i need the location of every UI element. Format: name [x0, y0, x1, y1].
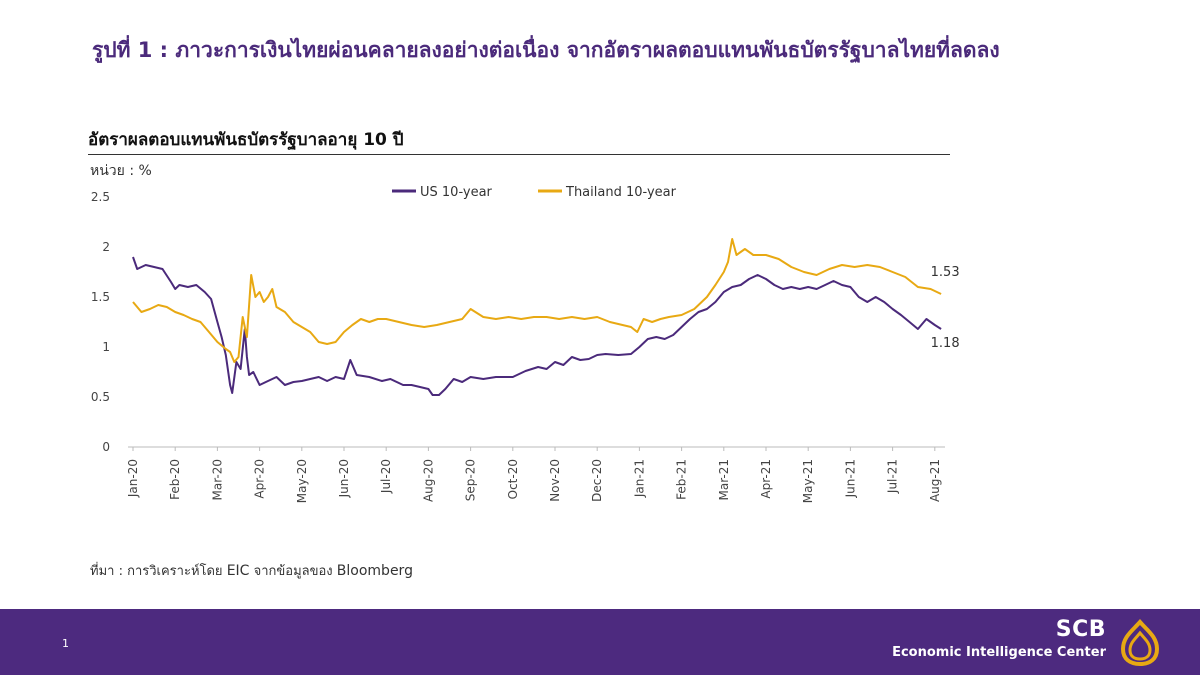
source-prefix: ที่มา : การวิเคราะห์โดย [90, 564, 223, 579]
x-tick-label: Apr-21 [759, 459, 773, 499]
x-tick-label: Aug-20 [421, 459, 435, 502]
x-tick-label: Nov-20 [548, 459, 562, 502]
x-tick-label: Jan-21 [632, 459, 646, 498]
x-tick-label: Jun-21 [843, 459, 857, 498]
x-tick-label: Apr-20 [253, 459, 267, 499]
source-bloomberg: Bloomberg [336, 563, 413, 579]
x-tick-label: Sep-20 [464, 459, 478, 501]
brand-name: SCB [1055, 617, 1106, 642]
x-tick-label: Jul-20 [379, 459, 393, 494]
x-tick-label: Feb-20 [168, 459, 182, 500]
us-end-label: 1.18 [931, 336, 960, 351]
line-chart: 0 0.5 1 1.5 2 2.5 Jan-20 Feb-20 Mar-20 Apr-20 May-… [91, 185, 960, 503]
source-eic: EIC [226, 563, 250, 579]
source-note: ที่มา : การวิเคราะห์โดย EIC จากข้อมูลของ… [90, 560, 413, 581]
thailand-10y-line [132, 238, 942, 363]
scb-lotus-logo-icon [1120, 619, 1160, 667]
chart-title: อัตราผลตอบแทนพันธบัตรรัฐบาลอายุ 10 ปี [88, 130, 404, 150]
x-tick-label: Mar-20 [210, 459, 224, 500]
title-divider [88, 154, 950, 155]
unit-label: หน่วย : % [90, 163, 152, 179]
y-tick-label: 2.5 [91, 190, 110, 204]
x-tick-label: May-20 [295, 459, 309, 503]
x-tick-label: Jul-21 [886, 459, 900, 494]
x-tick-label: Jan-20 [126, 459, 140, 498]
x-tick-label: Mar-21 [717, 459, 731, 500]
legend-thailand-label: Thailand 10-year [565, 185, 677, 200]
thailand-end-label: 1.53 [931, 265, 960, 280]
x-tick-label: Aug-21 [928, 459, 942, 502]
legend-us-label: US 10-year [420, 185, 493, 200]
slide-title: รูปที่ 1 : ภาวะการเงินไทยผ่อนคลายลงอย่าง… [92, 38, 1000, 62]
y-tick-label: 0 [102, 440, 110, 454]
y-tick-label: 1 [102, 340, 110, 354]
x-tick-label: Jun-20 [337, 459, 351, 498]
page-number: 1 [62, 637, 69, 650]
footer-bar: 1 SCB Economic Intelligence Center [0, 609, 1200, 675]
x-tick-label: Feb-21 [675, 459, 689, 500]
us-10y-line [132, 256, 942, 396]
brand-subtitle: Economic Intelligence Center [892, 645, 1106, 660]
x-tick-label: Oct-20 [506, 459, 520, 499]
x-tick-label: May-21 [801, 459, 815, 503]
x-tick-label: Dec-20 [590, 459, 604, 502]
source-mid: จากข้อมูลของ [253, 564, 333, 579]
y-tick-label: 0.5 [91, 390, 110, 404]
y-tick-label: 2 [102, 240, 110, 254]
y-tick-label: 1.5 [91, 290, 110, 304]
